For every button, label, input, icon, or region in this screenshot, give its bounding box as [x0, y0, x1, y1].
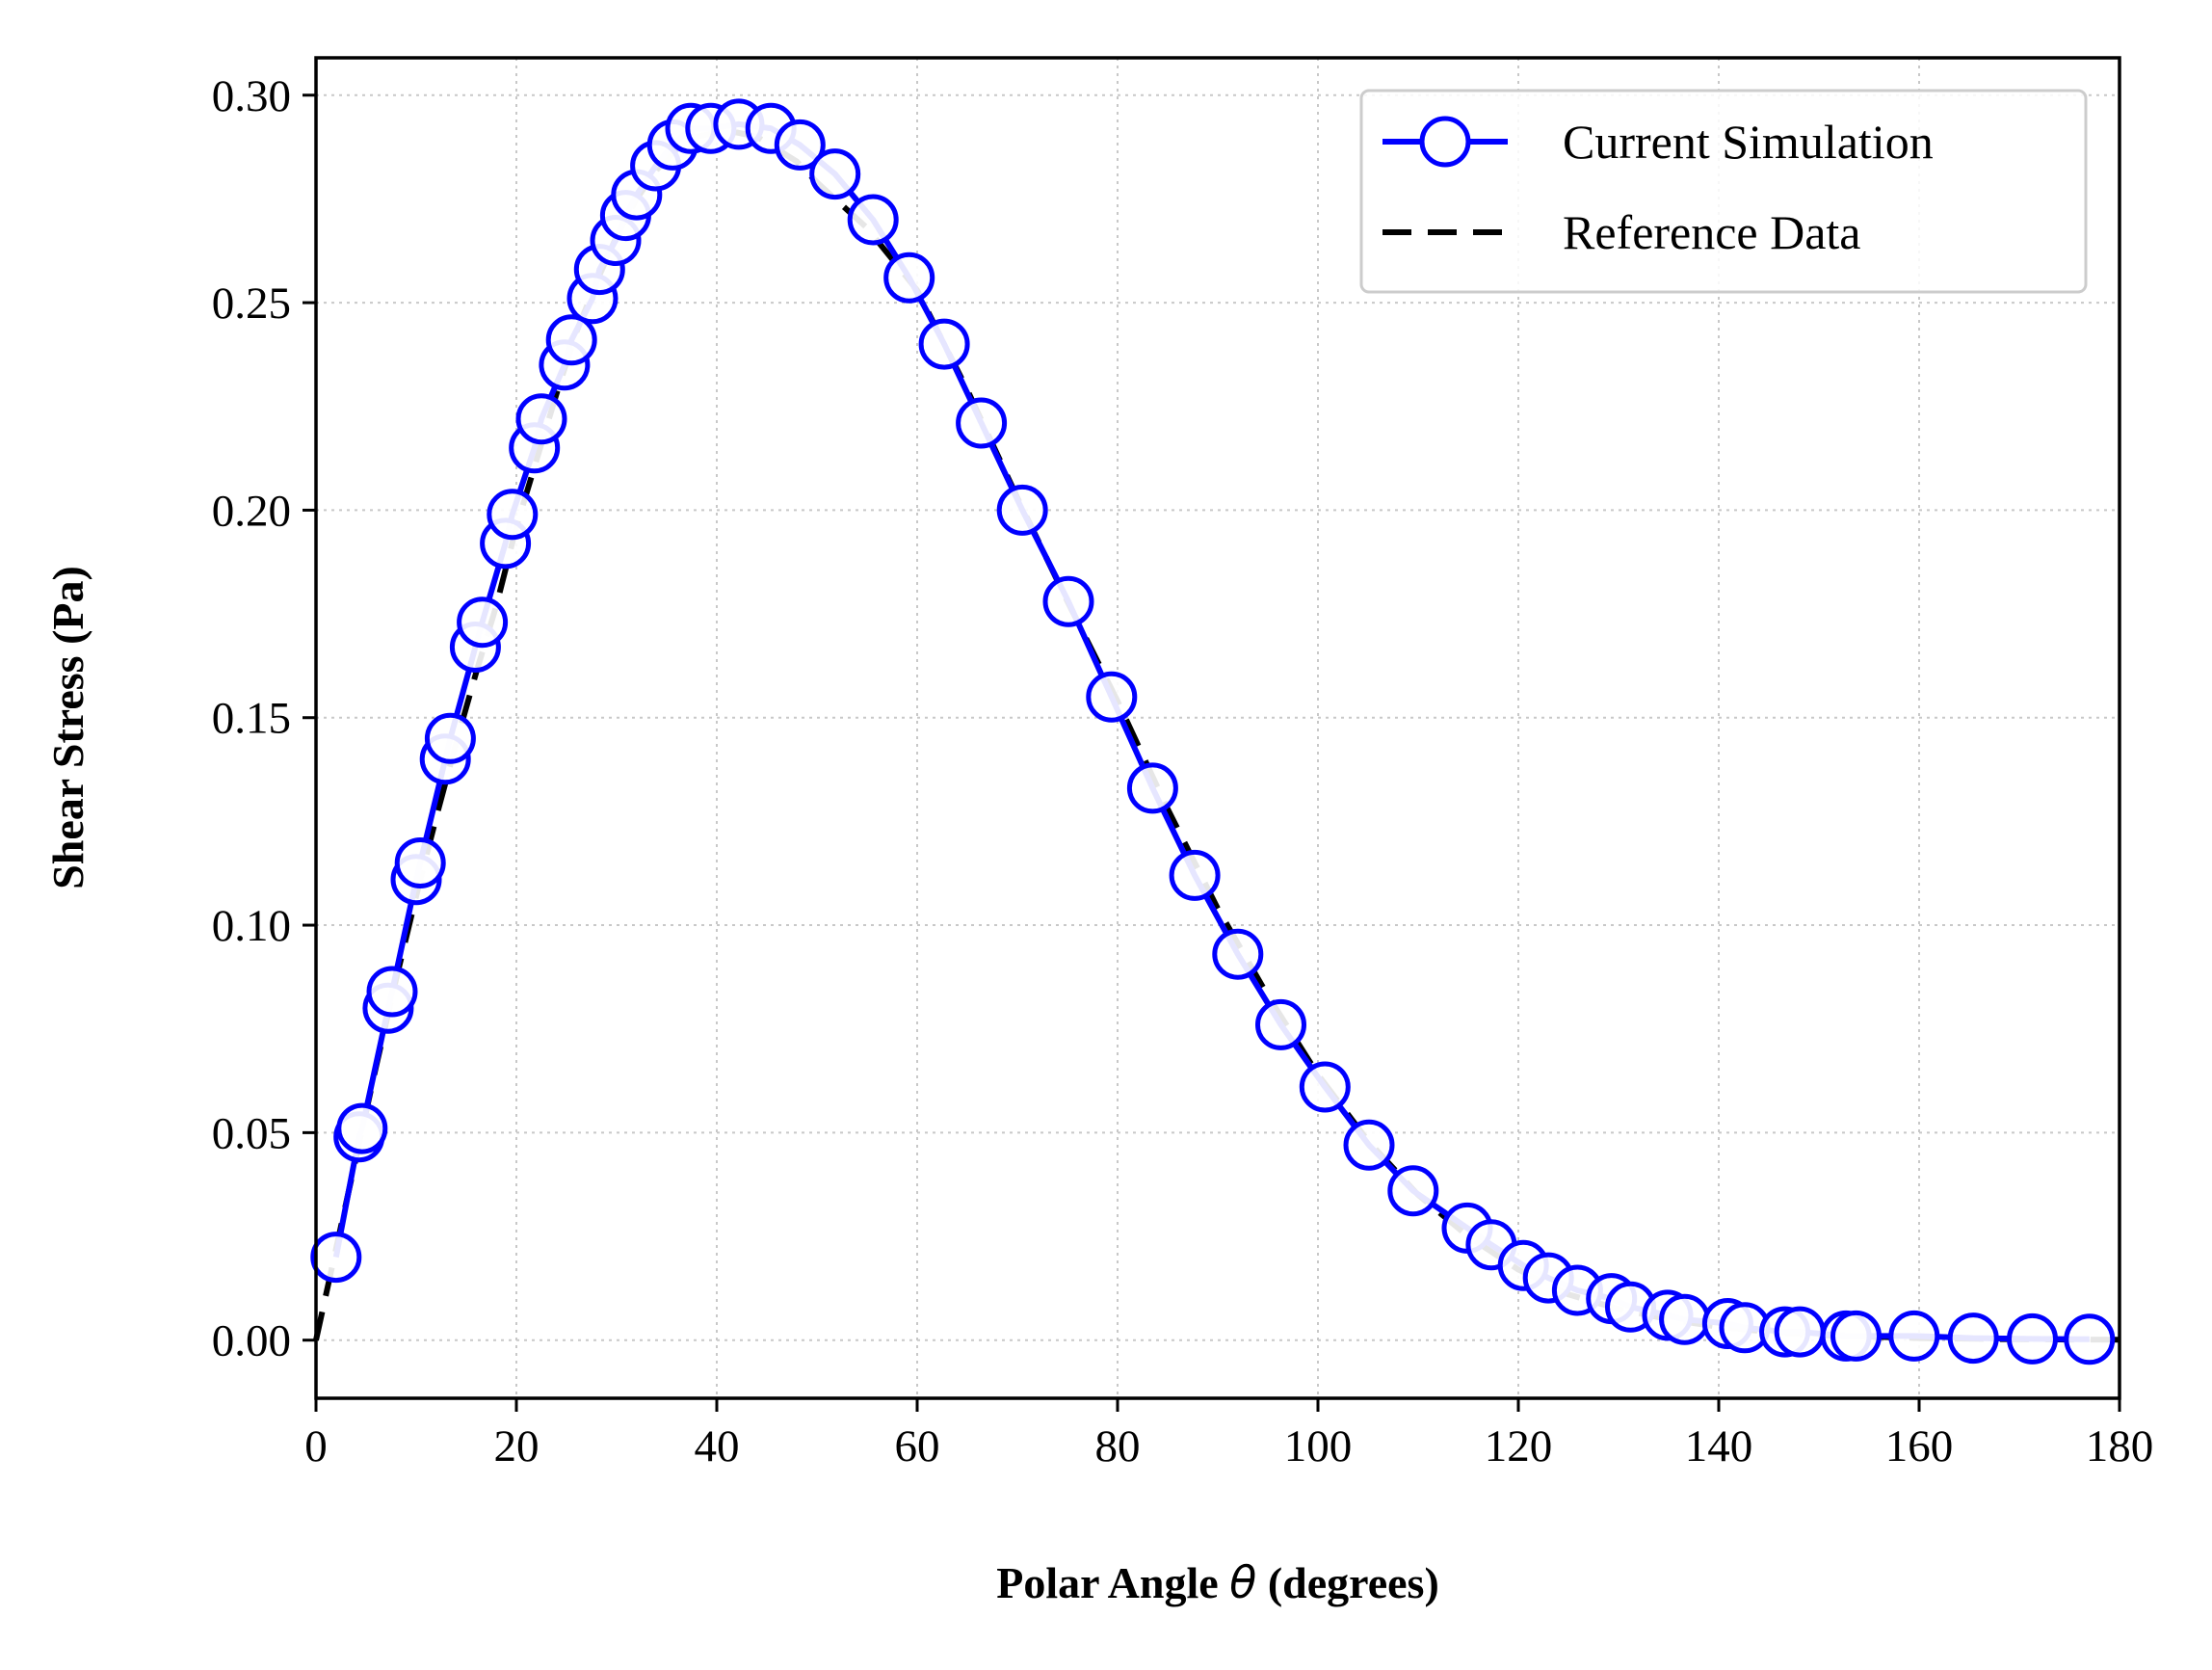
simulation-point [1888, 1310, 1940, 1362]
axis-ticks: 0 20 40 60 80 100 120 140 160 180 0.00 0.05 0.10 0.15… [212, 71, 2154, 1471]
x-axis-title-suffix: (degrees) [1256, 1558, 1438, 1607]
simulation-point [1169, 849, 1221, 901]
x-axis-title-prefix: Polar Angle [996, 1558, 1229, 1607]
simulation-point [1255, 998, 1306, 1050]
x-axis-title-symbol: θ [1229, 1556, 1256, 1608]
simulation-point [883, 252, 935, 304]
simulation-point [1774, 1306, 1826, 1358]
x-tick-label: 0 [304, 1421, 328, 1471]
simulation-point [1126, 762, 1178, 814]
simulation-point [1212, 928, 1264, 980]
simulation-point [336, 1102, 388, 1154]
legend-reference-label: Reference Data [1563, 205, 1861, 259]
simulation-point [366, 966, 418, 1018]
simulation-point [515, 393, 567, 445]
simulation-point [809, 148, 861, 200]
simulation-point [1299, 1061, 1351, 1113]
simulation-point [1042, 575, 1094, 627]
x-tick-label: 60 [895, 1421, 940, 1471]
simulation-point [774, 119, 826, 171]
legend-simulation-label: Current Simulation [1563, 115, 1934, 169]
y-tick-label: 0.20 [212, 486, 291, 536]
simulation-point [1830, 1310, 1882, 1362]
y-tick-label: 0.05 [212, 1108, 291, 1158]
simulation-point [2064, 1313, 2116, 1365]
simulation-point [847, 194, 899, 246]
legend-box [1359, 89, 2088, 294]
x-tick-label: 120 [1485, 1421, 1553, 1471]
y-tick-label: 0.30 [212, 71, 291, 121]
simulation-point [2007, 1312, 2058, 1365]
simulation-point [1387, 1165, 1439, 1217]
simulation-point [424, 712, 476, 764]
simulation-point [1343, 1119, 1395, 1171]
x-tick-label: 140 [1685, 1421, 1753, 1471]
x-tick-label: 40 [695, 1421, 740, 1471]
simulation-point [1659, 1293, 1711, 1345]
legend: Current Simulation Reference Data [1359, 89, 2088, 294]
legend-simulation-marker [1419, 116, 1471, 168]
simulation-point [457, 596, 509, 649]
plot-frame [314, 56, 2121, 1400]
x-tick-label: 20 [494, 1421, 540, 1471]
y-tick-label: 0.25 [212, 278, 291, 329]
simulation-point [310, 1232, 362, 1284]
x-tick-label: 100 [1284, 1421, 1353, 1471]
y-tick-label: 0.00 [212, 1316, 291, 1366]
y-tick-label: 0.15 [212, 694, 291, 744]
simulation-point [996, 484, 1048, 536]
simulation-point [487, 489, 539, 541]
x-axis-title: Polar Angle θ (degrees) [996, 1556, 1439, 1608]
x-tick-label: 160 [1885, 1421, 1954, 1471]
y-axis-title: Shear Stress (Pa) [43, 566, 92, 889]
simulation-point [545, 314, 597, 366]
x-tick-label: 180 [2086, 1421, 2154, 1471]
y-tick-label: 0.10 [212, 901, 291, 951]
simulation-point [956, 397, 1008, 449]
simulation-point [394, 837, 446, 888]
simulation-point [918, 318, 970, 370]
simulation-point [1086, 671, 1138, 723]
simulation-point [1947, 1312, 1999, 1365]
x-tick-label: 80 [1095, 1421, 1141, 1471]
simulation-series [310, 98, 2116, 1365]
